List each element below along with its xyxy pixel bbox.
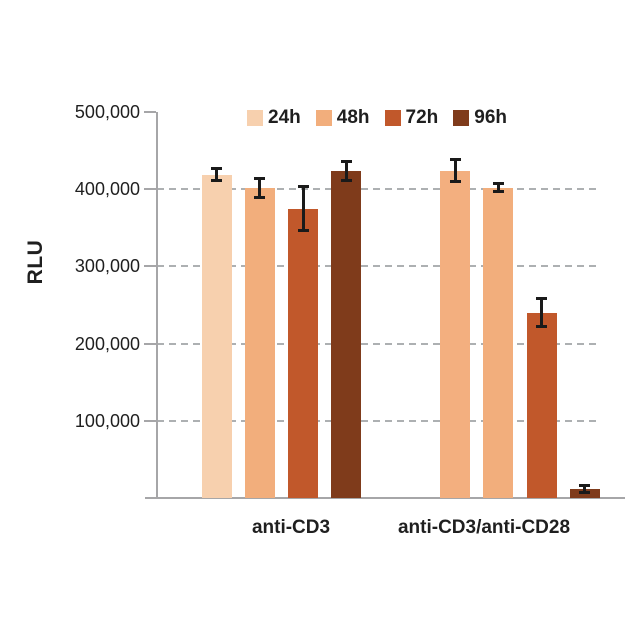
error-bar-cap-top <box>536 297 548 301</box>
bar-24h-anti-CD3 <box>201 174 232 498</box>
bar-48h-anti-CD3 <box>244 187 275 498</box>
y-tick-label-500000: 500,000 <box>74 102 140 122</box>
legend-label-24h: 24h <box>268 107 301 128</box>
bar-48h-anti-CD3/anti-CD28 <box>483 187 514 498</box>
y-axis-line <box>156 112 158 499</box>
x-axis-line <box>145 497 625 499</box>
error-bar-cap-bottom <box>492 190 504 194</box>
gridline-400000 <box>157 188 597 191</box>
error-bar-24h-anti-CD3 <box>215 167 218 182</box>
y-tick-100000 <box>144 419 156 422</box>
error-bar-cap-bottom <box>211 179 222 183</box>
legend-item-24h: 24h <box>247 108 301 127</box>
error-bar-cap-top <box>449 158 461 162</box>
error-bar-cap-bottom <box>536 325 548 329</box>
bar-72h-anti-CD3 <box>288 208 319 498</box>
legend-item-72h: 72h <box>384 107 439 128</box>
y-tick-400000 <box>144 188 156 191</box>
legend-swatch-24h <box>247 109 263 126</box>
error-bar-48h-anti-CD3 <box>258 177 262 198</box>
legend-swatch-48h <box>315 109 332 126</box>
error-bar-24h-anti-CD3/anti-CD28 <box>453 159 457 183</box>
y-tick-500000 <box>144 111 156 113</box>
legend-label-96h: 96h <box>474 107 507 128</box>
error-bar-cap-bottom <box>449 180 461 184</box>
y-tick-label-200000: 200,000 <box>74 333 140 354</box>
bar-96h-anti-CD3 <box>331 170 362 498</box>
y-tick-label-100000: 100,000 <box>74 410 140 431</box>
legend-label-72h: 72h <box>405 107 439 128</box>
legend-label-48h: 48h <box>336 107 370 128</box>
legend-item-96h: 96h <box>453 108 507 127</box>
gridline-300000 <box>157 265 597 268</box>
y-tick-label-400000: 400,000 <box>74 179 140 200</box>
error-bar-cap-top <box>492 182 504 186</box>
error-bar-72h-anti-CD3 <box>301 186 305 231</box>
error-bar-48h-anti-CD3/anti-CD28 <box>496 183 500 193</box>
y-tick-200000 <box>144 342 156 345</box>
error-bar-cap-top <box>254 176 266 180</box>
gridline-200000 <box>157 342 597 345</box>
error-bar-96h-anti-CD3/anti-CD28 <box>583 484 587 493</box>
category-label-anti-CD3/anti-CD28: anti-CD3/anti-CD28 <box>397 517 571 538</box>
category-label-anti-CD3: anti-CD3 <box>251 517 331 538</box>
legend-item-48h: 48h <box>315 107 370 128</box>
error-bar-cap-bottom <box>340 178 352 182</box>
error-bar-cap-bottom <box>297 228 309 232</box>
y-tick-label-300000: 300,000 <box>74 256 140 277</box>
bar-72h-anti-CD3/anti-CD28 <box>526 312 557 498</box>
error-bar-72h-anti-CD3/anti-CD28 <box>540 298 544 328</box>
error-bar-cap-top <box>297 185 309 189</box>
legend-swatch-72h <box>384 109 401 126</box>
gridline-100000 <box>157 419 597 422</box>
legend-swatch-96h <box>453 109 470 126</box>
error-bar-96h-anti-CD3 <box>344 160 348 181</box>
y-tick-300000 <box>144 265 156 268</box>
error-bar-cap-top <box>579 483 591 487</box>
error-bar-cap-top <box>211 166 222 170</box>
y-axis-title: RLU <box>24 239 47 285</box>
error-bar-cap-bottom <box>579 490 591 494</box>
bar-24h-anti-CD3/anti-CD28 <box>440 170 470 498</box>
error-bar-cap-bottom <box>254 195 266 199</box>
error-bar-cap-top <box>340 159 352 163</box>
legend: 24h 48h 72h 96h <box>247 108 507 127</box>
